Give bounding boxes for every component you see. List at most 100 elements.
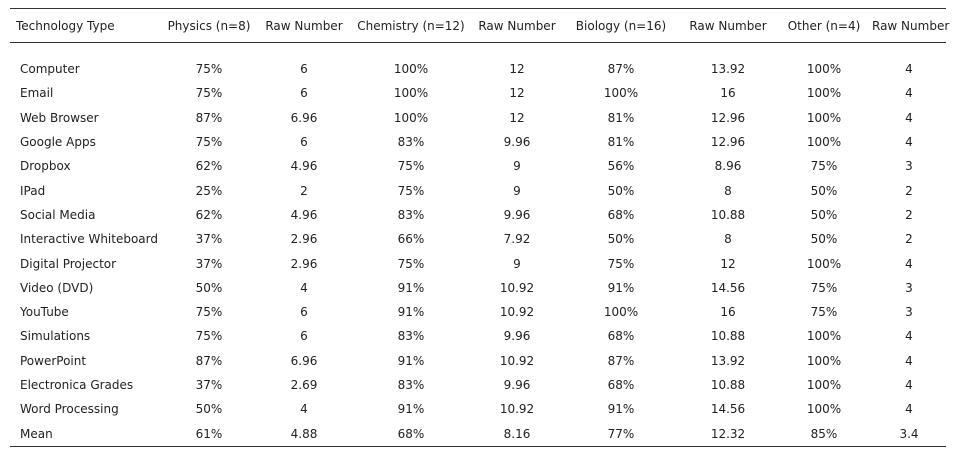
table-cell: 87% xyxy=(195,110,223,125)
table-cell: 6 xyxy=(300,86,308,101)
table-cell: 75% xyxy=(397,256,425,271)
table-cell: 8.16 xyxy=(472,421,562,448)
table-cell: 75% xyxy=(810,159,838,174)
table-cell: 9.96 xyxy=(503,329,531,344)
table-cell: 4 xyxy=(905,378,913,392)
row-label-cell: Digital Projector xyxy=(20,256,117,271)
row-label-cell: Email xyxy=(20,86,54,101)
table-cell: 100% xyxy=(806,378,842,392)
table-cell: 75% xyxy=(195,62,223,77)
table-cell: 6 xyxy=(300,329,308,344)
table-cell: 100% xyxy=(603,305,639,320)
table-cell: 75% xyxy=(397,183,425,198)
table-cell: 7.92 xyxy=(503,232,531,247)
table-cell: 12 xyxy=(509,110,525,125)
table-cell: 4 xyxy=(905,353,913,368)
table-cell: 75% xyxy=(810,305,838,320)
table-row: Video (DVD) 50% 4 91% 10.92 91% 14.56 75% 3 xyxy=(10,276,946,300)
table-cell: 12.32 xyxy=(680,421,776,448)
table-cell: 62% xyxy=(195,207,223,222)
row-label-cell: Video (DVD) xyxy=(20,280,94,295)
table-cell: 75% xyxy=(607,256,635,271)
table-cell: 100% xyxy=(393,110,429,125)
table-cell: 87% xyxy=(607,353,635,368)
table-row: Word Processing 50% 4 91% 10.92 91% 14.56 100% 4 xyxy=(10,397,946,421)
table-cell: 81% xyxy=(607,135,635,150)
row-label-cell: Mean xyxy=(10,421,160,448)
column-header: Chemistry (n=12) xyxy=(350,8,472,43)
table-cell: 100% xyxy=(806,86,842,101)
table-cell: 12 xyxy=(720,256,736,271)
column-header: Raw Number xyxy=(258,8,350,43)
table-cell: 13.92 xyxy=(710,353,746,368)
table-cell: 4 xyxy=(905,62,913,77)
table-cell: 75% xyxy=(195,329,223,344)
table-cell: 25% xyxy=(195,183,223,198)
row-label-cell: IPad xyxy=(20,183,46,198)
table-cell: 68% xyxy=(607,207,635,222)
table-cell: 9.96 xyxy=(503,135,531,150)
table-cell: 87% xyxy=(195,353,223,368)
table-cell: 91% xyxy=(397,402,425,417)
table-cell: 12.96 xyxy=(710,110,746,125)
table-cell: 83% xyxy=(397,329,425,344)
table-cell: 9.96 xyxy=(503,207,531,222)
table-cell: 50% xyxy=(810,207,838,222)
column-header: Technology Type xyxy=(10,8,160,43)
table-cell: 75% xyxy=(810,280,838,295)
table-cell: 10.92 xyxy=(499,402,535,417)
table-cell: 77% xyxy=(562,421,680,448)
row-label-cell: Simulations xyxy=(20,329,91,344)
row-label-cell: Google Apps xyxy=(20,135,96,150)
table-cell: 4.96 xyxy=(290,207,318,222)
table-row: IPad 25% 2 75% 9 50% 8 50% 2 xyxy=(10,178,946,202)
table-cell: 85% xyxy=(776,421,872,448)
technology-usage-table-container: Technology Type Physics (n=8) Raw Number Ch… xyxy=(10,8,949,448)
table-cell: 8.96 xyxy=(714,159,742,174)
table-cell: 62% xyxy=(195,159,223,174)
table-cell: 56% xyxy=(607,159,635,174)
table-cell: 91% xyxy=(397,305,425,320)
table-cell: 37% xyxy=(195,256,223,271)
table-cell: 16 xyxy=(720,305,736,320)
table-row: Electronica Grades 37% 2.69 83% 9.96 68% 10.88… xyxy=(10,373,946,397)
table-cell: 61% xyxy=(160,421,258,448)
row-label-cell: Interactive Whiteboard xyxy=(20,232,158,247)
table-cell: 2 xyxy=(905,232,913,247)
table-cell: 10.92 xyxy=(499,280,535,295)
table-cell: 6.96 xyxy=(290,353,318,368)
table-cell: 6 xyxy=(300,135,308,150)
table-cell: 2 xyxy=(300,183,308,198)
table-cell: 4 xyxy=(300,402,308,417)
column-header: Biology (n=16) xyxy=(562,8,680,43)
row-label-cell: Web Browser xyxy=(20,110,99,125)
table-cell: 8 xyxy=(724,183,732,198)
table-cell: 9 xyxy=(513,256,521,271)
table-cell: 100% xyxy=(393,62,429,77)
table-cell: 66% xyxy=(397,232,425,247)
table-cell: 4 xyxy=(905,135,913,150)
table-cell: 50% xyxy=(810,232,838,247)
table-cell: 75% xyxy=(195,86,223,101)
table-cell: 10.92 xyxy=(499,353,535,368)
table-cell: 4 xyxy=(905,402,913,417)
table-body: Computer 75% 6 100% 12 87% 13.92 100% 4 Email 75% 6… xyxy=(10,43,946,448)
table-cell: 10.88 xyxy=(710,378,746,392)
row-label-cell: Electronica Grades xyxy=(20,378,134,392)
table-cell: 4.88 xyxy=(258,421,350,448)
table-cell: 12 xyxy=(509,86,525,101)
table-cell: 9 xyxy=(513,159,521,174)
table-cell: 9 xyxy=(513,183,521,198)
table-row: Mean 61% 4.88 68% 8.16 77% 12.32 85% 3.4 xyxy=(10,421,946,448)
table-cell: 3.4 xyxy=(872,421,946,448)
column-header: Raw Number xyxy=(872,8,949,43)
table-cell: 91% xyxy=(607,402,635,417)
table-cell: 91% xyxy=(397,280,425,295)
table-cell: 75% xyxy=(195,305,223,320)
table-cell: 13.92 xyxy=(710,62,746,77)
column-header: Physics (n=8) xyxy=(160,8,258,43)
row-label-cell: YouTube xyxy=(20,305,69,320)
table-cell: 37% xyxy=(195,378,223,392)
table-cell: 2 xyxy=(905,207,913,222)
table-row: Simulations 75% 6 83% 9.96 68% 10.88 100% 4 xyxy=(10,324,946,348)
